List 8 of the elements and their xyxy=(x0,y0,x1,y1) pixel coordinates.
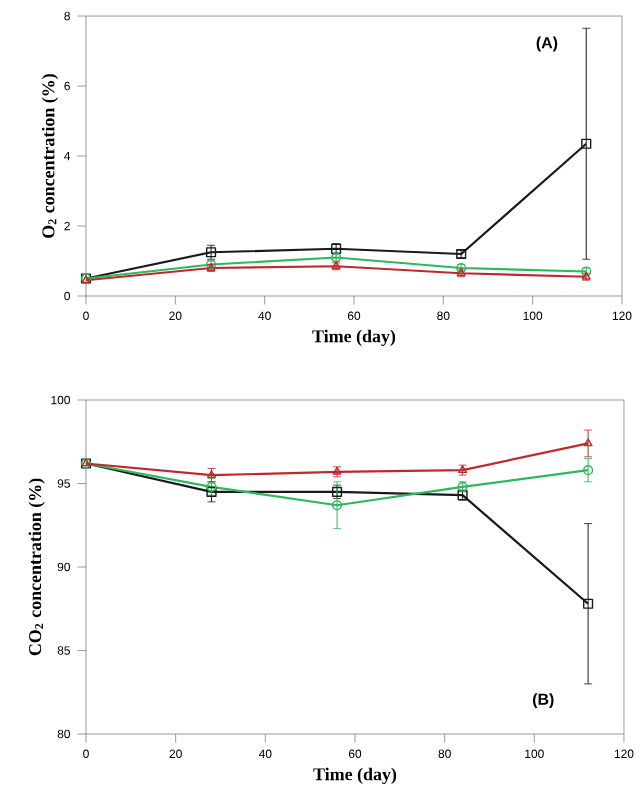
y-axis-title: O$_{2}$ concentration (%) xyxy=(41,74,58,238)
x-axis-title: Time (day) xyxy=(312,329,395,347)
point xyxy=(582,598,593,609)
point xyxy=(206,481,217,492)
x-axis-title: Time (day) xyxy=(313,767,396,785)
point xyxy=(580,138,592,149)
y-axis-title: CO$_{2}$ concentration (%) xyxy=(28,478,45,656)
point xyxy=(206,486,217,497)
